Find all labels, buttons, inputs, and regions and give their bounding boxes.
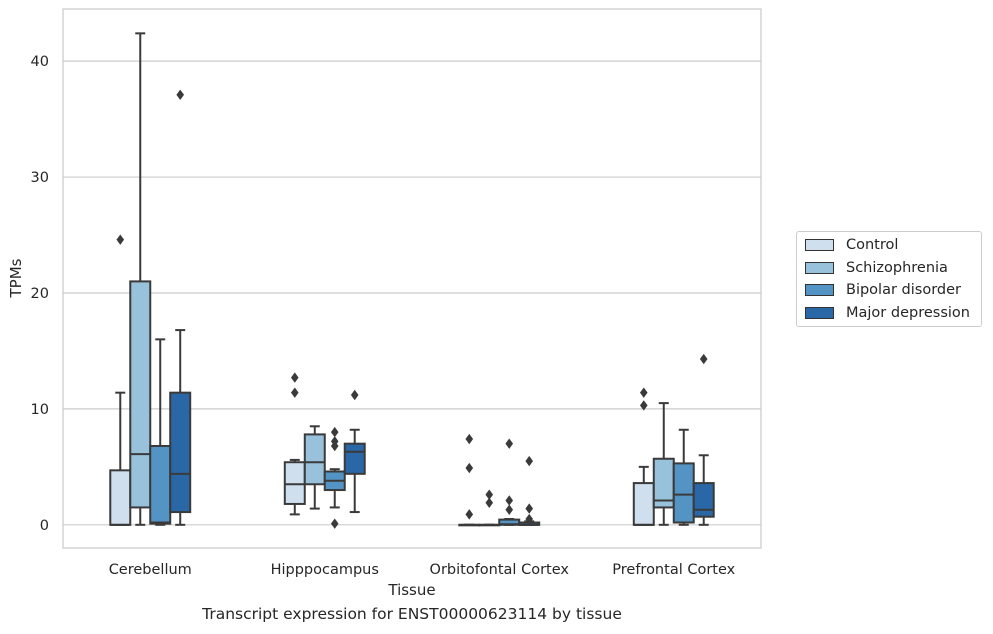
box-prefrontal-cortex-bipolar-disorder	[672, 428, 695, 526]
legend-label-bipolar-disorder: Bipolar disorder	[846, 282, 961, 298]
outlier-point	[485, 497, 494, 508]
box-orbitofontal-cortex-control	[458, 433, 481, 527]
outlier-point	[639, 387, 648, 398]
legend-swatch-major-depression	[805, 307, 834, 319]
outlier-point	[176, 89, 185, 100]
outlier-point	[465, 433, 474, 445]
legend: Control Schizophrenia Bipolar disorder M…	[796, 231, 982, 327]
legend-label-control: Control	[846, 237, 899, 253]
box-iqr	[283, 461, 306, 505]
x-tick-label-prefrontal-cortex: Prefrontal Cortex	[612, 562, 735, 578]
plot-frame	[62, 8, 762, 549]
box-iqr	[303, 433, 326, 486]
box-cerebellum-major-depression	[169, 89, 192, 526]
outlier-point	[330, 436, 339, 447]
legend-item-major-depression: Major depression	[805, 303, 970, 323]
box-iqr	[343, 442, 366, 475]
box-orbitofontal-cortex-schizophrenia	[478, 489, 501, 527]
box-iqr	[632, 482, 655, 526]
box-hipppocampus-control	[283, 372, 306, 516]
outlier-point	[525, 503, 534, 514]
outlier-point	[699, 353, 708, 365]
box-orbitofontal-cortex-bipolar-disorder	[498, 438, 521, 526]
x-tick-label-orbitofontal-cortex: Orbitofontal Cortex	[430, 562, 570, 578]
y-tick-label-20: 20	[31, 286, 49, 302]
box-cerebellum-schizophrenia	[129, 32, 152, 526]
outlier-point	[485, 489, 494, 500]
box-prefrontal-cortex-schizophrenia	[652, 402, 675, 526]
legend-swatch-control	[805, 239, 834, 251]
y-tick-label-40: 40	[31, 54, 49, 70]
y-tick-label-30: 30	[31, 170, 49, 186]
legend-item-bipolar-disorder: Bipolar disorder	[805, 280, 961, 300]
outlier-point	[505, 495, 514, 506]
box-iqr	[169, 391, 192, 514]
outlier-point	[330, 426, 339, 438]
box-iqr	[692, 482, 715, 518]
box-iqr	[672, 462, 695, 524]
box-layer	[109, 32, 715, 529]
outlier-point	[290, 372, 299, 383]
figure-caption: Transcript expression for ENST0000062311…	[202, 605, 622, 623]
box-hipppocampus-major-depression	[343, 389, 366, 514]
legend-swatch-schizophrenia	[805, 262, 834, 274]
legend-label-schizophrenia: Schizophrenia	[846, 260, 948, 276]
legend-label-major-depression: Major depression	[846, 305, 970, 321]
box-orbitofontal-cortex-major-depression	[518, 455, 541, 526]
x-axis-title: Tissue	[387, 581, 435, 599]
y-tick-label-0: 0	[40, 518, 49, 534]
legend-swatch-bipolar-disorder	[805, 284, 834, 296]
y-tick-label-10: 10	[31, 402, 49, 418]
box-cerebellum-bipolar-disorder	[149, 338, 172, 526]
outlier-point	[525, 455, 534, 467]
box-cerebellum-control	[109, 234, 132, 526]
legend-item-schizophrenia: Schizophrenia	[805, 258, 948, 278]
outlier-point	[639, 400, 648, 411]
x-tick-labels: Cerebellum Hipppocampus Orbitofontal Corte…	[109, 562, 736, 578]
y-axis-title: TPMs	[7, 258, 25, 298]
outlier-point	[330, 518, 339, 529]
outlier-point	[505, 438, 514, 449]
outlier-point	[116, 234, 125, 245]
outlier-point	[290, 387, 299, 398]
y-tick-labels: 0 10 20 30 40	[31, 54, 49, 534]
x-tick-label-cerebellum: Cerebellum	[109, 562, 192, 578]
box-hipppocampus-schizophrenia	[303, 425, 326, 510]
box-hipppocampus-bipolar-disorder	[323, 426, 346, 529]
outlier-point	[505, 504, 514, 515]
box-prefrontal-cortex-major-depression	[692, 353, 715, 526]
x-tick-label-hipppocampus: Hipppocampus	[271, 562, 379, 578]
box-prefrontal-cortex-control	[632, 387, 655, 526]
outlier-point	[525, 513, 534, 525]
legend-item-control: Control	[805, 235, 898, 255]
box-iqr	[149, 444, 172, 525]
outlier-point	[465, 509, 474, 520]
outlier-point	[350, 389, 359, 401]
outlier-point	[465, 462, 474, 474]
box-iqr	[109, 469, 132, 526]
box-iqr	[129, 280, 152, 509]
